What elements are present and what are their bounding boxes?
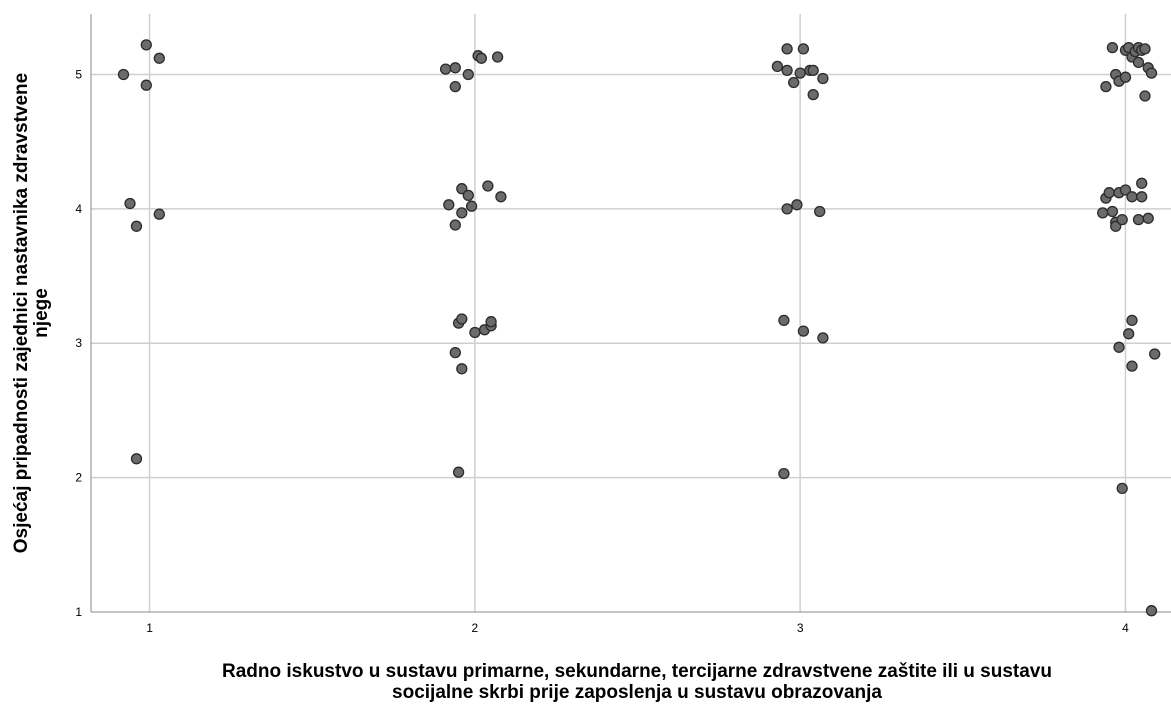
- data-point: [1123, 328, 1135, 340]
- data-point: [1116, 213, 1128, 226]
- grid-lines: [91, 14, 1171, 612]
- x-tick-labels: 1 2 3 4: [146, 621, 1129, 635]
- data-point: [1106, 205, 1119, 218]
- data-point: [140, 39, 152, 51]
- data-point: [462, 68, 474, 81]
- data-point: [1139, 90, 1151, 102]
- y-tick-label: 1: [75, 605, 82, 619]
- data-point: [1132, 56, 1145, 69]
- data-points: [117, 39, 1161, 617]
- data-point: [1110, 220, 1122, 232]
- data-point: [817, 332, 829, 344]
- data-point: [469, 326, 481, 339]
- data-point: [124, 197, 136, 210]
- data-point: [778, 314, 790, 327]
- y-axis-title-line-2: njege: [31, 288, 52, 338]
- data-point: [130, 220, 143, 232]
- data-point: [1097, 207, 1109, 219]
- y-axis-title-line-1: Osjećaj pripadnosti zajednici nastavnika…: [11, 73, 32, 553]
- y-tick-label: 2: [75, 471, 82, 485]
- data-point: [475, 52, 488, 64]
- y-tick-labels: 1 2 3 4 5: [75, 67, 82, 619]
- data-point: [465, 200, 478, 212]
- data-point: [1126, 314, 1138, 327]
- data-point: [1142, 212, 1154, 224]
- x-axis-title-line-2: socijalne skrbi prije zaposlenja u susta…: [392, 682, 882, 703]
- data-point: [797, 43, 810, 55]
- data-point: [771, 60, 784, 73]
- x-tick-label: 4: [1122, 621, 1129, 635]
- data-point: [1119, 184, 1132, 196]
- data-point: [817, 72, 829, 85]
- data-point: [1126, 360, 1138, 372]
- x-axis-title-line-1: Radno iskustvo u sustavu primarne, sekun…: [222, 661, 1052, 682]
- data-point: [788, 76, 800, 89]
- data-point: [482, 180, 494, 192]
- data-point: [449, 346, 461, 359]
- data-point: [1100, 80, 1112, 93]
- y-tick-label: 3: [75, 336, 82, 350]
- x-tick-label: 1: [146, 621, 153, 635]
- data-point: [1113, 341, 1125, 353]
- data-point: [1126, 191, 1138, 203]
- data-point: [452, 466, 465, 478]
- y-axis-title: Osjećaj pripadnosti zajednici nastavnika…: [11, 73, 52, 553]
- data-point: [807, 64, 819, 77]
- data-point: [797, 325, 810, 337]
- data-point: [794, 67, 806, 79]
- data-point: [449, 80, 461, 93]
- data-point: [781, 43, 793, 55]
- data-point: [456, 313, 468, 325]
- data-point: [495, 191, 507, 203]
- data-point: [1119, 71, 1132, 83]
- data-point: [1139, 43, 1151, 55]
- data-point: [807, 88, 819, 101]
- x-tick-label: 3: [797, 621, 804, 635]
- data-point: [449, 62, 461, 74]
- data-point: [462, 189, 474, 202]
- data-point: [814, 205, 826, 218]
- data-point: [153, 208, 165, 220]
- data-point: [1136, 191, 1148, 203]
- data-point: [443, 199, 455, 211]
- data-point: [456, 183, 468, 195]
- data-point: [1149, 348, 1161, 360]
- data-point: [1145, 605, 1158, 617]
- axes: [90, 14, 1171, 613]
- data-point: [781, 203, 793, 215]
- data-point: [1106, 41, 1119, 54]
- data-point: [456, 363, 468, 375]
- y-tick-label: 4: [75, 202, 82, 216]
- data-point: [778, 467, 790, 480]
- data-point: [140, 79, 152, 91]
- data-point: [153, 52, 165, 64]
- data-point: [1132, 213, 1145, 226]
- data-point: [781, 64, 793, 77]
- y-tick-label: 5: [75, 67, 82, 81]
- data-point: [1116, 482, 1128, 495]
- data-point: [449, 219, 461, 231]
- data-point: [485, 316, 497, 328]
- data-point: [491, 51, 504, 63]
- data-point: [456, 207, 468, 219]
- data-point: [117, 68, 130, 81]
- data-point: [791, 199, 803, 211]
- data-point: [1145, 67, 1158, 79]
- data-point: [439, 63, 452, 75]
- x-tick-label: 2: [472, 621, 479, 635]
- data-point: [130, 453, 143, 465]
- data-point: [1103, 187, 1115, 199]
- data-point: [1136, 177, 1148, 189]
